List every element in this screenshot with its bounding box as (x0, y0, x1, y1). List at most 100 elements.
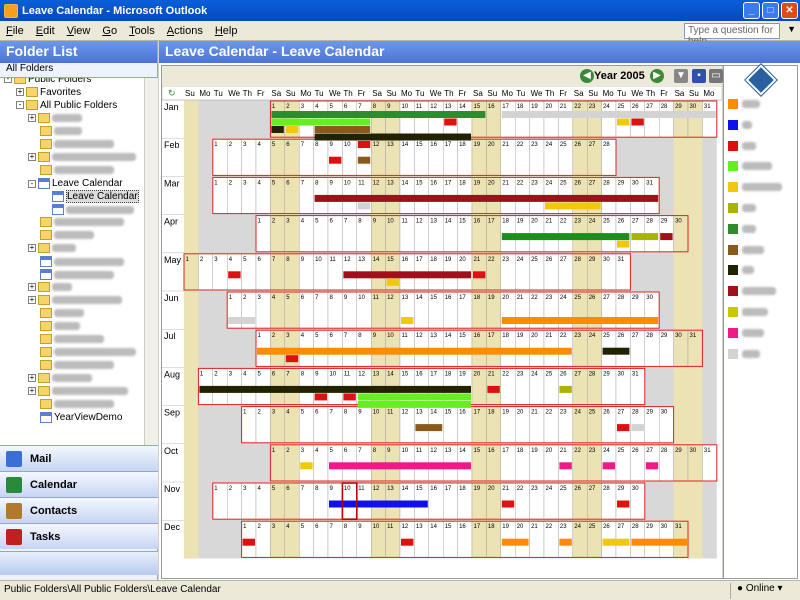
expand-icon[interactable]: + (28, 282, 36, 292)
leave-bar[interactable] (401, 538, 414, 546)
leave-bar[interactable] (357, 400, 471, 408)
online-status[interactable]: ● Online ▾ (730, 583, 796, 599)
leave-bar[interactable] (559, 538, 572, 546)
tree-item[interactable]: + (28, 386, 128, 399)
filter-icon[interactable]: ▼ (674, 69, 688, 83)
leave-bar[interactable] (645, 462, 659, 470)
tree-item[interactable]: YearViewDemo (28, 412, 122, 425)
tree-item[interactable]: + (28, 113, 82, 126)
leave-bar[interactable] (501, 538, 529, 546)
collapse-icon[interactable]: - (4, 78, 12, 84)
tree-item[interactable]: Leave Calendar (40, 190, 139, 204)
leave-bar[interactable] (631, 538, 687, 546)
leave-bar[interactable] (501, 111, 716, 118)
outlook-app-icon[interactable] (4, 3, 18, 18)
leave-bar[interactable] (617, 118, 630, 126)
tree-item[interactable] (28, 269, 114, 282)
menu-file[interactable]: File (6, 24, 24, 37)
menu-actions[interactable]: Actions (166, 24, 203, 37)
tree-item[interactable] (28, 399, 114, 412)
leave-bar[interactable] (501, 233, 630, 241)
expand-icon[interactable]: + (28, 386, 36, 396)
tree-item[interactable]: - Public Folders (4, 78, 91, 87)
tree-item[interactable] (28, 360, 114, 373)
leave-bar[interactable] (660, 233, 673, 241)
leave-bar[interactable] (271, 111, 486, 118)
tree-item[interactable] (28, 256, 124, 269)
expand-icon[interactable]: + (28, 113, 36, 123)
leave-bar[interactable] (228, 271, 241, 279)
leave-bar[interactable] (602, 462, 615, 470)
leave-bar[interactable] (329, 500, 428, 508)
nav-contacts-button[interactable]: Contacts (0, 497, 158, 523)
leave-bar[interactable] (357, 393, 471, 401)
prev-year-icon[interactable]: ◀ (580, 69, 594, 83)
leave-bar[interactable] (285, 355, 299, 363)
maximize-button[interactable]: □ (762, 2, 779, 19)
leave-bar[interactable] (314, 133, 471, 141)
leave-bar[interactable] (559, 385, 572, 393)
leave-bar[interactable] (631, 118, 644, 126)
leave-bar[interactable] (602, 538, 630, 546)
calendar-grid[interactable]: ↻ Su Mo Tu We Th Fr Sa Su Mo Tu We Th Fr Sa Su Mo Tu We Th F… (162, 86, 722, 578)
menu-tools[interactable]: Tools (129, 24, 155, 37)
leave-bar[interactable] (444, 118, 457, 126)
leave-bar[interactable] (285, 126, 299, 133)
next-year-icon[interactable]: ▶ (650, 69, 664, 83)
tree-vertical-scrollbar[interactable] (144, 78, 158, 458)
leave-bar[interactable] (300, 462, 313, 470)
expand-icon[interactable]: + (28, 373, 36, 383)
leave-bar[interactable] (314, 126, 371, 133)
minimize-button[interactable]: _ (743, 2, 760, 19)
menu-go[interactable]: Go (102, 24, 118, 37)
tree-item[interactable]: - All Public Folders (16, 100, 117, 113)
menu-edit[interactable]: Edit (35, 24, 55, 37)
leave-bar[interactable] (257, 347, 572, 355)
tree-item[interactable] (40, 204, 134, 217)
leave-bar[interactable] (329, 156, 342, 164)
leave-bar[interactable] (314, 393, 327, 401)
nav-mail-button[interactable]: Mail (0, 445, 158, 471)
refresh-icon[interactable]: ↻ (168, 88, 176, 98)
leave-bar[interactable] (617, 424, 630, 432)
help-search-input[interactable]: Type a question for help (684, 23, 780, 47)
leave-bar[interactable] (242, 538, 255, 546)
tree-item[interactable] (28, 230, 94, 243)
tree-item[interactable]: + (28, 373, 92, 386)
selected-day[interactable] (341, 482, 358, 521)
menu-help[interactable]: Help (214, 24, 238, 37)
leave-bar[interactable] (271, 126, 284, 133)
expand-icon[interactable]: + (28, 243, 36, 253)
leave-bar[interactable] (401, 317, 414, 324)
tree-item[interactable] (28, 126, 82, 139)
tree-item[interactable] (28, 321, 80, 334)
leave-bar[interactable] (487, 385, 500, 393)
collapse-icon[interactable]: - (16, 101, 24, 110)
tree-item[interactable] (28, 308, 84, 321)
tree-item[interactable] (28, 165, 114, 178)
tree-item[interactable] (28, 334, 104, 347)
collapse-icon[interactable]: - (28, 179, 36, 188)
leave-bar[interactable] (228, 317, 255, 324)
leave-bar[interactable] (602, 347, 630, 355)
leave-bar[interactable] (386, 278, 399, 286)
leave-bar[interactable] (357, 156, 371, 164)
leave-bar[interactable] (631, 233, 659, 241)
leave-bar[interactable] (631, 424, 644, 432)
leave-bar[interactable] (415, 424, 443, 432)
close-button[interactable]: ✕ (781, 2, 798, 19)
leave-bar[interactable] (617, 500, 630, 508)
leave-bar[interactable] (343, 271, 471, 279)
tree-item[interactable]: + (28, 152, 136, 165)
menu-view[interactable]: View (66, 24, 91, 37)
leave-bar[interactable] (343, 393, 356, 401)
leave-bar[interactable] (329, 462, 471, 470)
leave-bar[interactable] (314, 194, 659, 202)
tree-item[interactable]: + (28, 282, 72, 295)
leave-bar[interactable] (617, 240, 630, 248)
leave-bar[interactable] (559, 462, 572, 470)
leave-bar[interactable] (357, 202, 371, 210)
leave-bar[interactable] (357, 141, 371, 148)
tree-item[interactable]: + (28, 243, 76, 256)
leave-bar[interactable] (271, 118, 371, 126)
